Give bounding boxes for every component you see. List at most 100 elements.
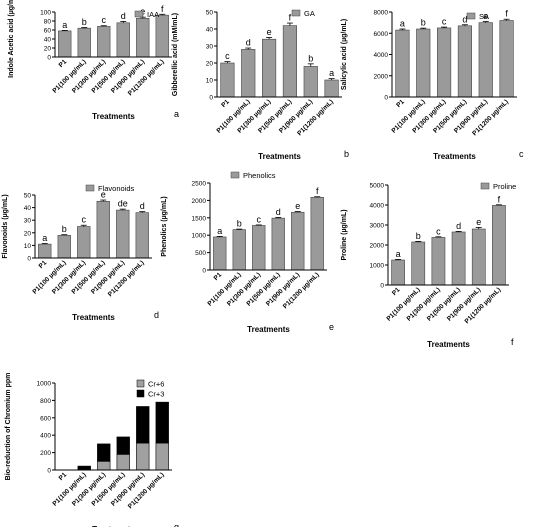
x-axis-label: Treatments: [258, 152, 301, 161]
significance-letter-0: a: [217, 226, 222, 236]
x-tick-label-5: P1(1200 µg/mL): [282, 271, 321, 310]
y-tick-label-4: 40: [24, 205, 32, 212]
bar-3: [282, 25, 297, 98]
y-tick-label-0: 0: [202, 268, 206, 275]
legend-label: Flavonoids: [98, 184, 135, 193]
significance-letter-0: a: [400, 19, 405, 29]
bar-4: [478, 22, 493, 98]
x-tick-label-5: P1(1200 µg/mL): [107, 259, 146, 298]
x-tick-label-5: P1(1200 µg/mL): [127, 471, 166, 510]
significance-letter-2: c: [82, 215, 87, 225]
legend-label-1: Cr+3: [148, 390, 164, 399]
y-tick-label-0: 0: [47, 55, 51, 62]
y-tick-label-3: 30: [24, 218, 32, 225]
y-tick-label-4: 8000: [374, 10, 389, 17]
y-tick-label-0: 0: [209, 95, 213, 102]
y-tick-label-0: 0: [27, 256, 31, 263]
bar-cr3-2: [97, 443, 111, 462]
bar-0: [391, 259, 405, 286]
y-tick-label-4: 80: [44, 19, 52, 26]
legend-label: SA: [479, 12, 489, 21]
significance-letter-0: c: [225, 51, 230, 61]
legend-label-0: Cr+6: [148, 380, 164, 389]
significance-letter-2: c: [442, 17, 447, 27]
bar-cr6-2: [97, 460, 111, 471]
legend-label: GA: [304, 9, 315, 18]
significance-letter-0: a: [42, 233, 47, 243]
legend-swatch: [134, 10, 144, 18]
y-tick-label-4: 40: [206, 27, 214, 34]
bar-5: [324, 79, 339, 98]
bar-1: [241, 49, 256, 98]
bar-cr6-5: [155, 442, 169, 471]
bar-2: [431, 237, 446, 286]
significance-letter-4: de: [118, 199, 128, 209]
bar-2: [77, 226, 91, 259]
bar-4: [303, 66, 318, 98]
bar-4: [471, 228, 486, 286]
y-tick-label-5: 50: [206, 10, 214, 17]
bar-3: [457, 25, 472, 98]
y-tick-label-2: 40: [44, 37, 52, 44]
x-axis-label: Treatments: [427, 340, 470, 349]
panel-letter: e: [329, 322, 334, 332]
y-tick-label-5: 2500: [192, 181, 207, 188]
x-tick-label-0: P1: [220, 98, 231, 109]
x-axis-label: Treatments: [72, 313, 115, 322]
bar-1: [416, 28, 431, 98]
y-tick-label-3: 30: [206, 44, 214, 51]
significance-letter-5: a: [329, 68, 334, 78]
y-tick-label-3: 1500: [192, 215, 207, 222]
y-tick-label-5: 1000: [37, 381, 52, 388]
y-tick-label-1: 500: [195, 250, 206, 257]
significance-letter-1: b: [421, 18, 426, 28]
panel-letter: f: [511, 337, 514, 347]
bar-cr6-3: [116, 454, 130, 471]
significance-letter-1: b: [237, 219, 242, 229]
y-tick-label-3: 60: [44, 28, 52, 35]
x-axis-label: Treatments: [247, 325, 290, 334]
legend-label: Phenolics: [243, 171, 276, 180]
x-tick-label-0: P1: [391, 286, 402, 297]
bar-cr3-4: [136, 406, 150, 444]
y-tick-label-5: 100: [40, 10, 51, 17]
bar-2: [97, 26, 111, 58]
legend-label: Proline: [493, 182, 516, 191]
legend-swatch: [291, 9, 301, 17]
bar-0: [38, 243, 52, 259]
legend-swatch: [466, 12, 476, 20]
x-tick-label-0: P1: [395, 98, 406, 109]
bar-5: [155, 14, 169, 58]
y-tick-label-5: 50: [24, 193, 32, 200]
bar-cr3-1: [77, 465, 91, 470]
y-tick-label-1: 10: [206, 78, 214, 85]
significance-letter-1: d: [246, 38, 251, 48]
x-tick-label-5: P1(1200 µg/mL): [127, 58, 166, 97]
legend-swatch-0: [136, 379, 145, 388]
panel-letter: b: [344, 149, 349, 159]
y-tick-label-2: 4000: [374, 52, 389, 59]
significance-letter-1: b: [82, 17, 87, 27]
bar-4: [116, 209, 130, 259]
legend-swatch: [230, 171, 240, 179]
legend-label: IAA: [147, 10, 159, 19]
x-axis-label: Treatments: [92, 112, 135, 121]
y-tick-label-4: 4000: [370, 203, 385, 210]
bar-0: [395, 29, 410, 98]
bar-cr3-3: [116, 436, 130, 455]
bar-cr6-4: [136, 442, 150, 471]
y-tick-label-1: 20: [44, 46, 52, 53]
bar-3: [271, 217, 285, 271]
significance-letter-2: c: [102, 15, 107, 25]
significance-letter-4: e: [476, 217, 481, 227]
y-tick-label-2: 20: [206, 61, 214, 68]
y-axis-label: Gibberellic acid (mM/mL): [172, 13, 179, 96]
significance-letter-3: e: [101, 190, 106, 200]
bar-0: [220, 62, 235, 98]
